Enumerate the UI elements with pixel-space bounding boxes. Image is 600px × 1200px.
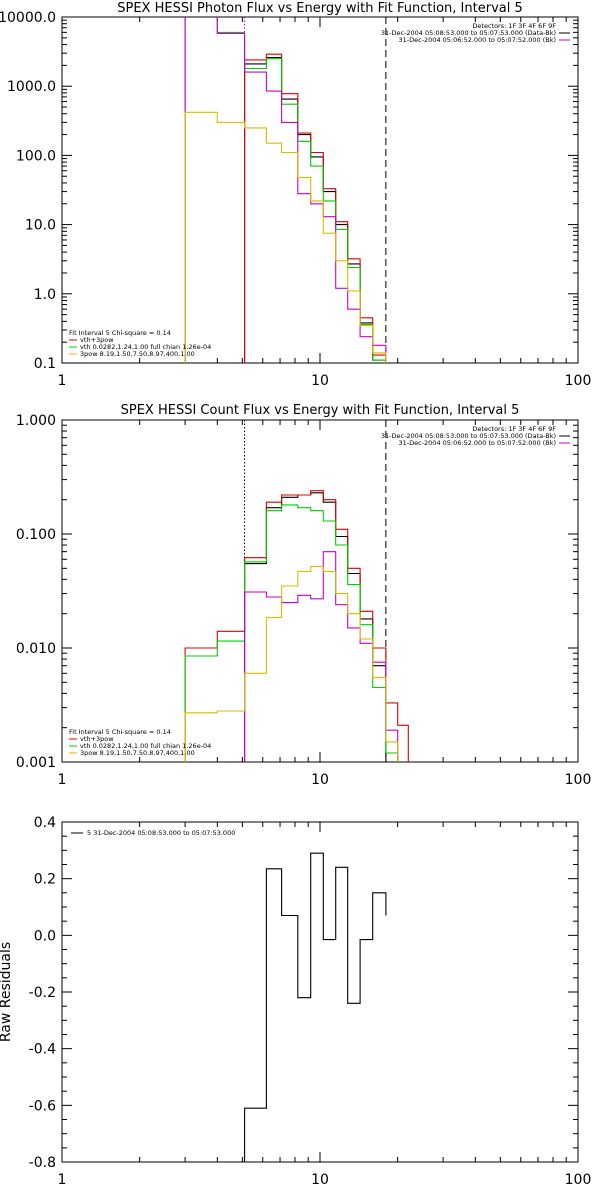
y-tick-label: 0.4 — [34, 815, 56, 831]
fit-legend: Fit Interval 5 Chi-square = 0.14vth+3pow… — [69, 728, 211, 757]
header-legend: 5 31-Dec-2004 05:08:53.000 to 05:07:53.0… — [71, 829, 235, 837]
series-group — [244, 852, 387, 1162]
chart-title: SPEX HESSI Photon Flux vs Energy with Fi… — [117, 1, 523, 16]
chart-panel-1: SPEX HESSI Photon Flux vs Energy with Fi… — [0, 1, 591, 389]
y-tick-label: 0.001 — [16, 755, 56, 771]
y-tick-label: -0.2 — [29, 985, 56, 1001]
fit-legend-text: 3pow 8.19,1.50,7.50,8.97,400,1.00 — [80, 350, 195, 358]
y-tick-label: 0.2 — [34, 872, 56, 888]
series-line-1 — [244, 56, 387, 363]
plot-frame — [61, 821, 579, 1163]
series-line-1 — [244, 492, 387, 762]
header-legend-text: 31-Dec-2004 05:08:53.000 to 05:07:53.000… — [381, 29, 556, 37]
fit-legend-text: 3pow 8.19,1.50,7.50,8.97,400,1.00 — [80, 749, 195, 757]
fit-legend-text: vth 0.0282,1.24,1.00 full chian 1.26e-04 — [80, 343, 211, 351]
x-tick-label: 100 — [565, 373, 592, 389]
header-legend-text: 31-Dec-2004 05:06:52.000 to 05:07:52.000… — [399, 439, 557, 447]
y-tick-label: 1.0 — [34, 287, 56, 303]
fit-legend-text: vth 0.0282,1.24,1.00 full chian 1.26e-04 — [80, 742, 211, 750]
y-tick-label: 1.000 — [16, 413, 56, 429]
y-tick-label: 1000.0 — [7, 79, 56, 95]
x-ticks: 1 10 100 — [58, 17, 592, 389]
y-tick-label: 0.1 — [34, 356, 56, 372]
x-tick-label: 100 — [565, 772, 592, 788]
header-legend-text: 31-Dec-2004 05:06:52.000 to 05:07:52.000… — [399, 36, 557, 44]
header-legend-text: Detectors: 1F 3F 4F 6F 9F — [472, 425, 556, 433]
y-tick-label: -0.4 — [29, 1042, 56, 1058]
y-ticks: 0.4 0.2 0.0 -0.2 -0.4 -0.6 -0.8 — [29, 815, 578, 1171]
y-tick-label: 100.0 — [16, 148, 56, 164]
y-ticks: 0.001 0.010 0.100 1.000 — [16, 413, 578, 771]
header-legend-text: 5 31-Dec-2004 05:08:53.000 to 05:07:53.0… — [87, 829, 235, 837]
x-ticks: 1 10 100 — [58, 822, 592, 1188]
plot-frame — [61, 16, 579, 364]
x-tick-label: 10 — [311, 772, 329, 788]
x-tick-label: 1 — [58, 373, 67, 389]
y-tick-label: 0.010 — [16, 641, 56, 657]
series-line-4 — [184, 17, 387, 363]
series-line-5 — [184, 565, 399, 762]
chart-title: SPEX HESSI Count Flux vs Energy with Fit… — [121, 403, 520, 418]
y-tick-label: 0.0 — [34, 928, 56, 944]
y-axis-label: Raw Residuals — [0, 942, 14, 1042]
fit-legend-text: vth+3pow — [80, 735, 114, 743]
fit-legend-text: Fit Interval 5 Chi-square = 0.14 — [69, 728, 171, 736]
series-line-2 — [184, 490, 409, 762]
x-tick-label: 100 — [565, 1172, 592, 1188]
y-ticks: 0.1 1.0 10.0 100.0 1000.0 10000.0 — [0, 10, 578, 372]
header-legend-text: Detectors: 1F 3F 4F 6F 9F — [472, 22, 556, 30]
header-legend-text: 31-Dec-2004 05:08:53.000 to 05:07:53.000… — [381, 432, 556, 440]
fit-legend-text: Fit Interval 5 Chi-square = 0.14 — [69, 329, 171, 337]
x-tick-label: 1 — [58, 772, 67, 788]
x-tick-label: 10 — [311, 373, 329, 389]
x-tick-label: 1 — [58, 1172, 67, 1188]
series-line-2 — [244, 53, 387, 363]
plot-frame — [61, 419, 579, 763]
series-line-1 — [244, 852, 387, 1162]
y-tick-label: -0.6 — [29, 1098, 56, 1114]
chart-panel-3: 1 10 100 0.4 0.2 0.0 -0.2 -0.4 -0.6 -0.8 Raw Resid… — [0, 815, 591, 1188]
y-tick-label: 0.100 — [16, 527, 56, 543]
x-tick-label: 10 — [311, 1172, 329, 1188]
series-group — [184, 17, 387, 363]
series-line-5 — [184, 111, 387, 363]
fit-legend: Fit Interval 5 Chi-square = 0.14vth+3pow… — [69, 329, 211, 358]
series-group — [184, 490, 409, 762]
y-tick-label: 10000.0 — [0, 10, 56, 26]
y-tick-label: -0.8 — [29, 1155, 56, 1171]
fit-legend-text: vth+3pow — [80, 336, 114, 344]
chart-panel-2: SPEX HESSI Count Flux vs Energy with Fit… — [16, 403, 591, 788]
series-line-4 — [244, 551, 399, 762]
series-line-3 — [184, 17, 387, 363]
y-tick-label: 10.0 — [25, 218, 56, 234]
